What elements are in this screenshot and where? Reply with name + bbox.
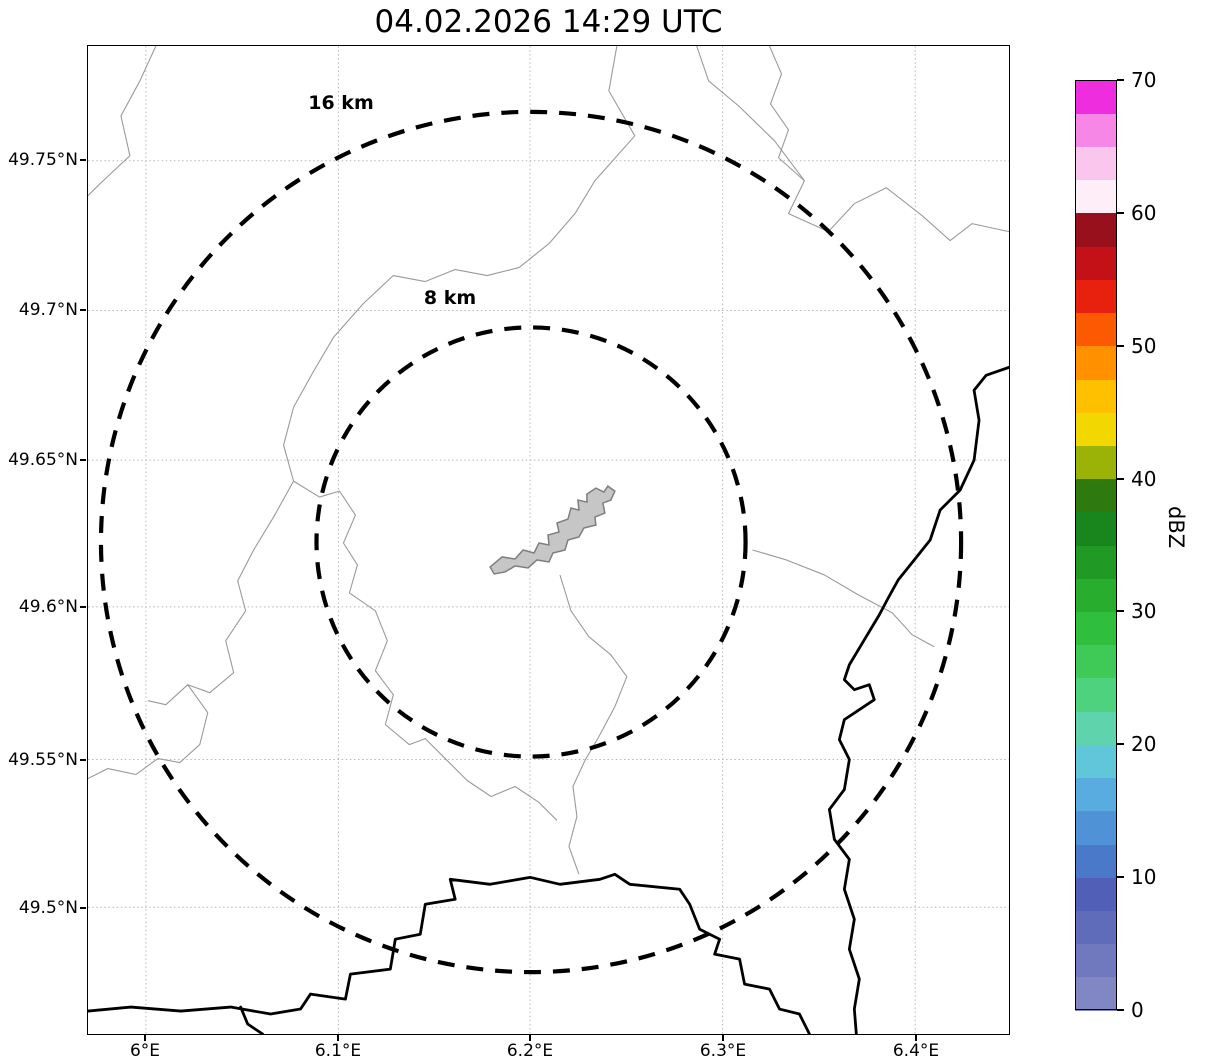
admin-boundary-line: [88, 46, 157, 197]
colorbar-tick-mark: [1117, 743, 1124, 746]
country-border-line: [827, 365, 1009, 1034]
map-svg: [88, 46, 1009, 1034]
x-tick-label: 6.1°E: [314, 1041, 362, 1061]
x-tick-label: 6.4°E: [892, 1041, 940, 1061]
colorbar-segment: [1075, 378, 1117, 413]
country-border-line: [88, 872, 811, 1034]
admin-boundary-line: [559, 574, 628, 875]
colorbar-tick-mark: [1117, 876, 1124, 879]
admin-boundary-line: [88, 684, 209, 780]
colorbar-segment: [1075, 412, 1117, 446]
y-tick-label: 49.5°N: [18, 898, 78, 918]
colorbar: 0 10 20 30 40 50 60 70: [1075, 69, 1156, 1021]
x-axis-tick-mark: [337, 1035, 339, 1041]
range-rings: [98, 109, 964, 975]
city-outline: [489, 485, 616, 575]
colorbar-segment: [1075, 810, 1117, 845]
colorbar-segment: [1075, 246, 1117, 280]
colorbar-segment: [1075, 179, 1117, 214]
colorbar-segment: [1075, 445, 1117, 480]
colorbar-tick-label: 50: [1131, 333, 1157, 358]
x-axis-tick-mark: [529, 1035, 531, 1041]
range-ring-label-8km: 8 km: [423, 287, 477, 309]
colorbar-segment: [1075, 711, 1117, 745]
colorbar-tick-mark: [1117, 610, 1124, 613]
colorbar-segment: [1075, 279, 1117, 314]
colorbar-segment: [1075, 113, 1117, 148]
y-axis-tick-mark: [80, 159, 86, 161]
colorbar-tick-mark: [1117, 211, 1124, 214]
colorbar-segment: [1075, 511, 1117, 546]
admin-boundary-lines: [88, 46, 1009, 875]
colorbar-segment: [1075, 345, 1117, 380]
colorbar-segment: [1075, 777, 1117, 812]
colorbar-segment: [1075, 744, 1117, 779]
colorbar-tick-label: 60: [1131, 200, 1157, 225]
x-tick-label: 6°E: [129, 1041, 161, 1061]
colorbar-segment: [1075, 312, 1117, 347]
admin-boundary-line: [752, 549, 935, 648]
colorbar-tick-label: 40: [1131, 466, 1157, 491]
city-outline-polygon: [489, 485, 616, 575]
y-axis-tick-mark: [80, 759, 86, 761]
colorbar-segment: [1075, 611, 1117, 646]
colorbar-segment: [1075, 943, 1117, 978]
y-tick-label: 49.55°N: [8, 750, 78, 770]
y-axis-tick-mark: [80, 606, 86, 608]
colorbar-tick-mark: [1117, 344, 1124, 347]
colorbar-segment: [1075, 212, 1117, 247]
colorbar-segment: [1075, 677, 1117, 712]
country-border-line: [239, 1005, 265, 1034]
colorbar-tick-mark: [1117, 1009, 1124, 1011]
x-axis-tick-mark: [144, 1035, 146, 1041]
colorbar-tick-label: 20: [1131, 732, 1157, 757]
colorbar-segment: [1075, 146, 1117, 181]
y-axis-tick-mark: [80, 459, 86, 461]
colorbar-segment: [1075, 877, 1117, 911]
colorbar-tick-label: 30: [1131, 599, 1157, 624]
x-axis-tick-mark: [722, 1035, 724, 1041]
grid-lines: [88, 46, 1009, 1034]
colorbar-segment: [1075, 976, 1117, 1011]
colorbar-unit-label: dBZ: [1164, 506, 1188, 549]
colorbar-segment: [1075, 478, 1117, 513]
x-axis-tick-mark: [915, 1035, 917, 1041]
x-tick-label: 6.2°E: [506, 1041, 554, 1061]
admin-boundary-line: [293, 480, 558, 821]
figure-title: 04.02.2026 14:29 UTC: [374, 4, 723, 40]
y-axis-tick-mark: [80, 309, 86, 311]
country-border-lines: [88, 365, 1009, 1034]
colorbar-segment: [1075, 80, 1117, 114]
colorbar-segment: [1075, 843, 1117, 878]
colorbar-tick-label: 10: [1131, 865, 1157, 890]
colorbar-tick-label: 0: [1131, 998, 1144, 1022]
colorbar-tick-mark: [1117, 477, 1124, 480]
colorbar-segment: [1075, 910, 1117, 945]
x-tick-label: 6.3°E: [699, 1041, 747, 1061]
admin-boundary-line: [147, 46, 636, 706]
map-plot: 16 km 8 km: [87, 45, 1010, 1035]
colorbar-segment: [1075, 644, 1117, 679]
range-ring-circle: [314, 325, 748, 759]
y-tick-label: 49.7°N: [18, 300, 78, 320]
range-ring-circle: [98, 109, 964, 975]
colorbar-tick-label: 70: [1131, 68, 1157, 92]
admin-boundary-line: [696, 46, 1009, 242]
colorbar-segment: [1075, 545, 1117, 579]
colorbar-segment: [1075, 578, 1117, 613]
y-tick-label: 49.6°N: [18, 597, 78, 617]
colorbar-tick-mark: [1117, 79, 1124, 81]
range-ring-label-16km: 16 km: [308, 92, 374, 114]
y-tick-label: 49.65°N: [8, 450, 78, 470]
admin-boundary-line: [769, 46, 805, 182]
y-axis-tick-mark: [80, 907, 86, 909]
y-tick-label: 49.75°N: [8, 150, 78, 170]
